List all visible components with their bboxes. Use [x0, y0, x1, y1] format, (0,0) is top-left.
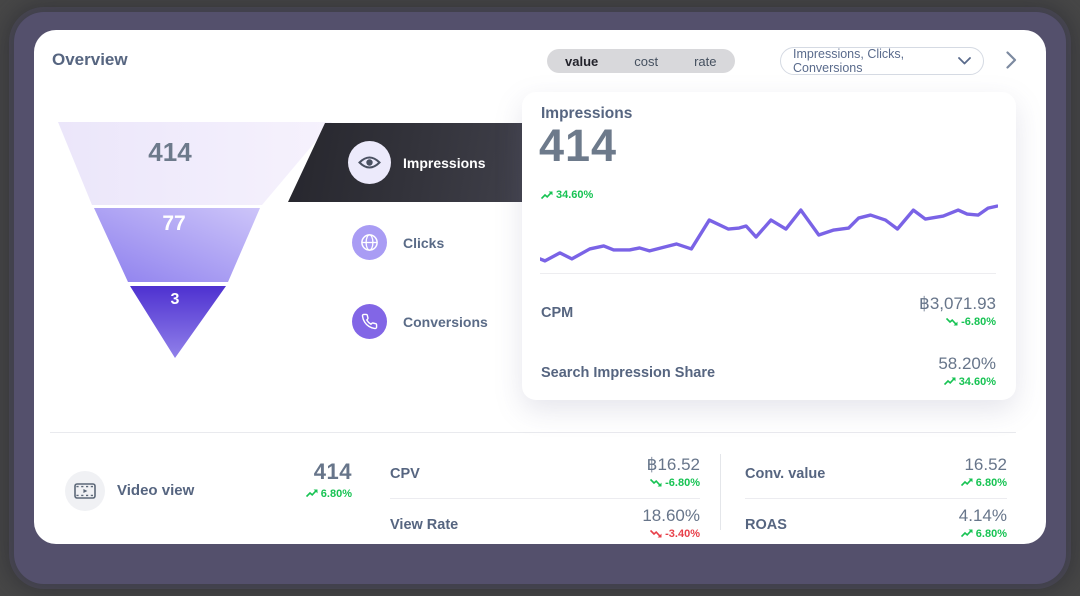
metric-row-cpm: CPM ฿3,071.93 -6.80%	[541, 282, 996, 342]
metric-row-cpv: CPV ฿16.52 -6.80%	[390, 448, 700, 498]
bottom-metrics-column-1: CPV ฿16.52 -6.80% View Rate 18.60% -3.40…	[390, 448, 700, 549]
metric-row-roas: ROAS 4.14% 6.80%	[745, 498, 1007, 549]
cpm-label: CPM	[541, 304, 574, 321]
trending-down-icon	[946, 317, 958, 326]
conv-value-label: Conv. value	[745, 465, 826, 482]
funnel-value-clicks: 77	[162, 212, 185, 235]
globe-icon[interactable]	[352, 225, 387, 260]
cpm-value: ฿3,071.93	[919, 294, 996, 313]
tab-impressions-label: Impressions	[403, 154, 486, 171]
video-view-change: 6.80%	[305, 488, 352, 500]
cpv-value: ฿16.52	[646, 455, 700, 474]
tab-conversions[interactable]: Conversions	[403, 314, 488, 330]
conv-value-change: 6.80%	[960, 477, 1007, 489]
video-icon	[65, 471, 105, 511]
impressions-line	[540, 204, 998, 263]
sis-label: Search Impression Share	[541, 364, 716, 381]
roas-value: 4.14%	[958, 506, 1007, 525]
tab-impressions[interactable]: Impressions	[288, 123, 530, 202]
dashboard-card: Overview value cost rate Impressions, Cl…	[34, 30, 1046, 544]
trending-up-icon	[305, 489, 318, 498]
funnel-value-conversions: 3	[171, 291, 180, 308]
cpv-label: CPV	[390, 465, 420, 482]
sis-change: 34.60%	[943, 376, 996, 388]
funnel-stage-clicks[interactable]	[94, 208, 260, 282]
trending-up-icon	[943, 377, 956, 386]
detail-divider	[540, 273, 996, 274]
funnel-stage-conversions[interactable]	[130, 286, 226, 358]
view-rate-label: View Rate	[390, 516, 459, 533]
trending-down-icon	[650, 478, 662, 487]
detail-metrics: CPM ฿3,071.93 -6.80% Search Impression S…	[541, 282, 996, 402]
segment-cost[interactable]: cost	[634, 53, 659, 69]
bottom-metrics-column-2: Conv. value 16.52 6.80% ROAS 4.14% 6.80%	[745, 448, 1007, 549]
metric-row-search-impression-share: Search Impression Share 58.20% 34.60%	[541, 342, 996, 402]
segment-value[interactable]: value	[565, 53, 599, 69]
view-rate-value: 18.60%	[642, 506, 700, 525]
trending-up-icon	[541, 191, 553, 200]
bottom-vertical-divider	[720, 454, 721, 530]
tab-clicks[interactable]: Clicks	[403, 235, 445, 251]
detail-title: Impressions	[541, 105, 633, 122]
funnel-stage-impressions[interactable]	[58, 122, 332, 205]
metric-row-conv-value: Conv. value 16.52 6.80%	[745, 448, 1007, 498]
trending-up-icon	[960, 478, 973, 487]
view-rate-change: -3.40%	[650, 528, 700, 540]
sis-value: 58.20%	[938, 354, 996, 373]
metric-row-view-rate: View Rate 18.60% -3.40%	[390, 498, 700, 549]
trending-up-icon	[960, 529, 973, 538]
cpv-change: -6.80%	[650, 477, 700, 489]
roas-label: ROAS	[745, 516, 787, 533]
funnel-chart: 414 77 3	[58, 122, 332, 358]
segment-rate[interactable]: rate	[694, 53, 717, 69]
impressions-detail-card: Impressions 414 34.60% CPM ฿3,071.93 -6.…	[522, 92, 1016, 400]
detail-value: 414	[539, 120, 618, 171]
roas-change: 6.80%	[960, 528, 1007, 540]
impressions-line-chart	[540, 204, 998, 263]
trending-down-icon	[650, 529, 662, 538]
metrics-dropdown-value: Impressions, Clicks, Conversions	[793, 47, 905, 75]
cpm-change: -6.80%	[946, 316, 996, 328]
detail-change: 34.60%	[541, 189, 593, 201]
phone-icon[interactable]	[352, 304, 387, 339]
funnel-value-impressions: 414	[148, 137, 192, 167]
section-divider	[50, 432, 1016, 433]
eye-icon	[348, 141, 391, 184]
video-view-label: Video view	[117, 482, 195, 499]
page-title: Overview	[52, 50, 128, 69]
value-cost-rate-segmented-control: value cost rate	[547, 49, 735, 73]
video-view-stat: 414 6.80%	[274, 459, 352, 503]
conv-value-value: 16.52	[964, 455, 1007, 474]
chevron-right-icon[interactable]	[1006, 51, 1017, 69]
video-view-value: 414	[313, 459, 352, 484]
chevron-down-icon	[958, 57, 971, 65]
metrics-dropdown[interactable]: Impressions, Clicks, Conversions	[780, 47, 984, 75]
